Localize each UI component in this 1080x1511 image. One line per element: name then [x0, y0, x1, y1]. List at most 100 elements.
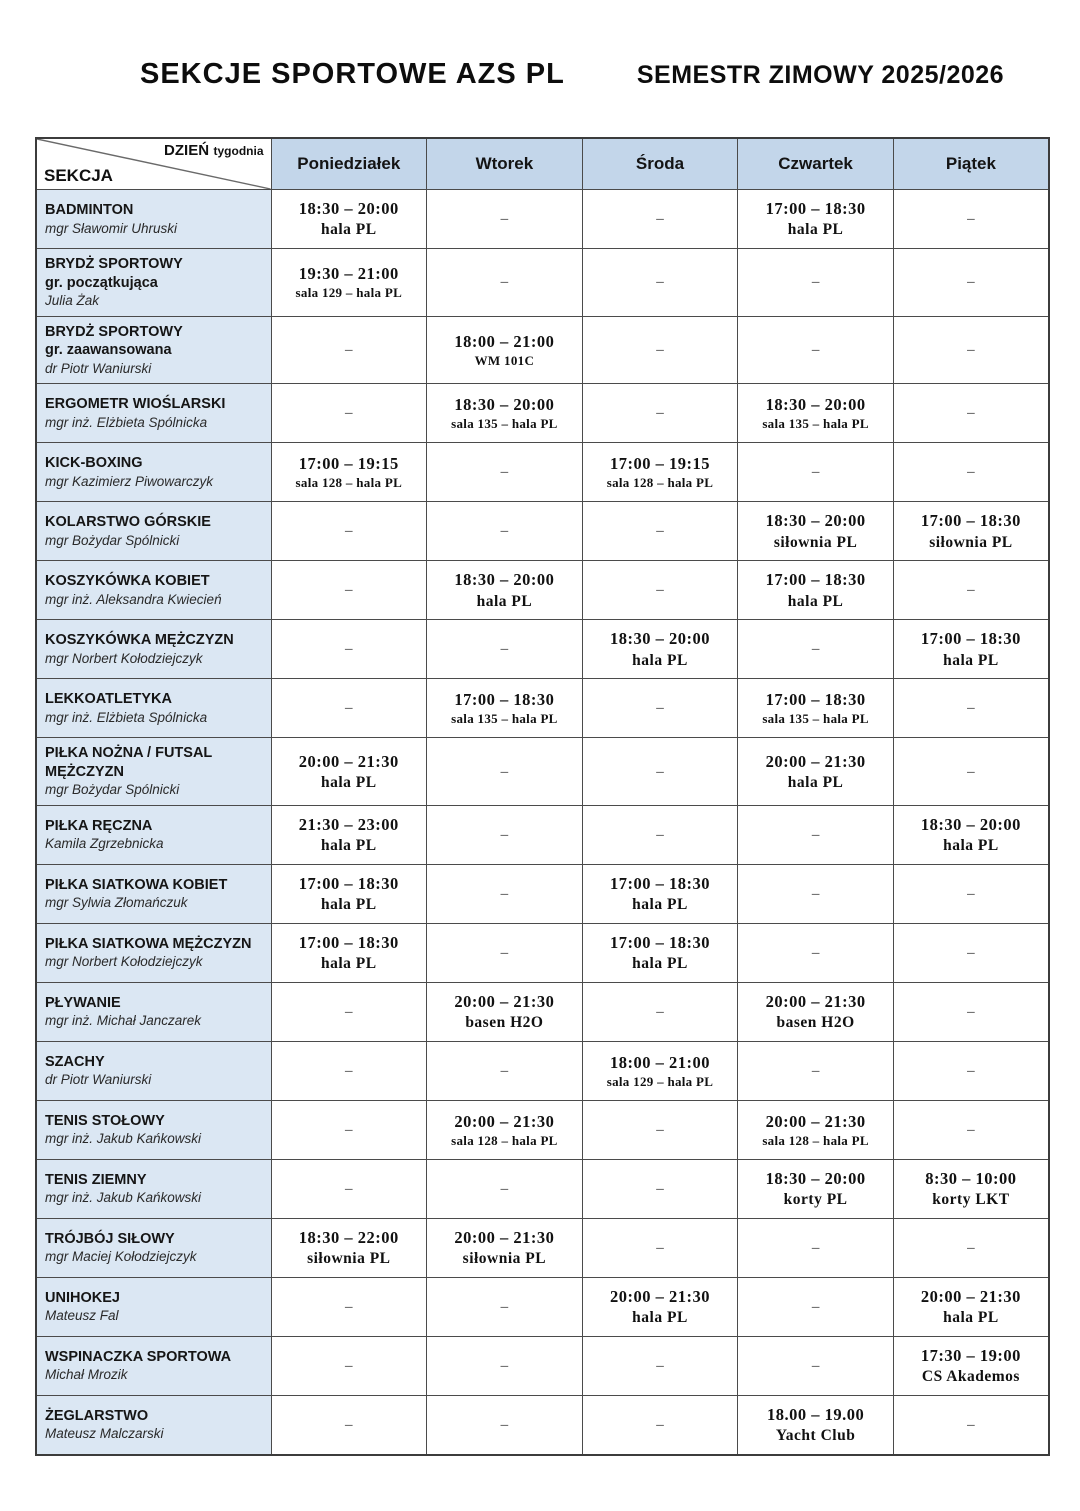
- schedule-cell: –: [581, 1335, 739, 1396]
- schedule-cell: 20:00 – 21:30 hala PL: [581, 1276, 739, 1337]
- section-cell: TENIS STOŁOWY mgr inż. Jakub Kańkowski: [35, 1099, 272, 1160]
- schedule-cell: –: [737, 922, 894, 983]
- empty-slot-dash: –: [345, 641, 353, 658]
- session-time: 17:00 – 18:30: [920, 511, 1021, 531]
- empty-slot-dash: –: [345, 523, 353, 540]
- session-place: Yacht Club: [775, 1427, 856, 1445]
- session-time: 17:00 – 19:15: [298, 454, 399, 474]
- table-row: ŻEGLARSTWO Mateusz Malczarski – – – 18.00 – 1…: [35, 1394, 1050, 1456]
- section-coach: mgr Kazimierz Piwowarczyk: [45, 473, 214, 489]
- schedule-cell: 20:00 – 21:30 hala PL: [737, 737, 894, 806]
- table-row: ERGOMETR WIOŚLARSKI mgr inż. Elżbieta Spó…: [35, 383, 1050, 444]
- section-subtitle: gr. początkująca: [45, 274, 158, 291]
- session-place: sala 128 – hala PL: [606, 475, 714, 491]
- schedule-cell: 17:00 – 18:30 hala PL: [581, 922, 739, 983]
- schedule-cell: –: [581, 981, 739, 1042]
- empty-slot-dash: –: [967, 885, 975, 902]
- empty-slot-dash: –: [811, 464, 820, 481]
- schedule-cell: –: [426, 1040, 583, 1101]
- table-row: KOSZYKÓWKA MĘŻCZYZN mgr Norbert Kołodziej…: [35, 619, 1050, 680]
- schedule-cell: –: [581, 248, 739, 317]
- table-row: UNIHOKEJ Mateusz Fal – – 20:00 – 21:30 hala P…: [35, 1276, 1050, 1337]
- schedule-cell: 21:30 – 23:00 hala PL: [270, 804, 428, 865]
- session-place: siłownia PL: [462, 1250, 547, 1268]
- schedule-cell: –: [892, 863, 1050, 924]
- section-coach: mgr Sławomir Uhruski: [45, 220, 178, 236]
- day-header-5: Piątek: [892, 137, 1050, 190]
- schedule-cell: 20:00 – 21:30 hala PL: [270, 737, 428, 806]
- session-place: siłownia PL: [307, 1250, 391, 1268]
- session-place: hala PL: [632, 651, 688, 669]
- section-cell: KOSZYKÓWKA KOBIET mgr inż. Aleksandra Kwi…: [35, 560, 272, 621]
- schedule-cell: –: [892, 560, 1050, 621]
- section-cell: UNIHOKEJ Mateusz Fal: [35, 1276, 272, 1337]
- schedule-cell: 17:00 – 18:30 hala PL: [581, 863, 739, 924]
- session-place: CS Akademos: [921, 1368, 1020, 1386]
- schedule-cell: –: [737, 1040, 894, 1101]
- session-time: 17:00 – 18:30: [920, 629, 1021, 649]
- schedule-cell: 20:00 – 21:30 sala 128 – hala PL: [426, 1099, 583, 1160]
- session-time: 20:00 – 21:30: [765, 751, 866, 771]
- schedule-cell: 17:00 – 18:30 hala PL: [270, 863, 428, 924]
- section-name: PIŁKA SIATKOWA KOBIET: [45, 876, 228, 893]
- schedule-cell: –: [270, 1158, 428, 1219]
- schedule-cell: –: [892, 1099, 1050, 1160]
- schedule-cell: –: [426, 501, 583, 562]
- schedule-cell: 17:00 – 19:15 sala 128 – hala PL: [270, 442, 428, 503]
- schedule-cell: –: [270, 619, 428, 680]
- schedule-cell: 18:30 – 20:00 hala PL: [270, 189, 428, 249]
- section-coach: mgr inż. Elżbieta Spólnicka: [45, 414, 208, 430]
- empty-slot-dash: –: [967, 1121, 975, 1138]
- schedule-cell: –: [737, 248, 894, 317]
- section-coach: mgr inż. Aleksandra Kwiecień: [45, 591, 222, 607]
- section-cell: PŁYWANIE mgr inż. Michał Janczarek: [35, 981, 272, 1042]
- session-place: sala 135 – hala PL: [762, 416, 869, 432]
- schedule-cell: 18:30 – 20:00 korty PL: [737, 1158, 894, 1219]
- section-cell: PIŁKA RĘCZNA Kamila Zgrzebnicka: [35, 804, 272, 865]
- schedule-cell: –: [892, 737, 1050, 806]
- empty-slot-dash: –: [967, 405, 975, 422]
- schedule-cell: –: [581, 383, 739, 444]
- empty-slot-dash: –: [345, 1180, 353, 1197]
- schedule-cell: –: [426, 1158, 583, 1219]
- empty-slot-dash: –: [967, 341, 975, 358]
- schedule-cell: 17:30 – 19:00 CS Akademos: [892, 1335, 1050, 1396]
- empty-slot-dash: –: [500, 1062, 509, 1079]
- schedule-cell: –: [581, 315, 739, 385]
- section-cell: KOSZYKÓWKA MĘŻCZYZN mgr Norbert Kołodziej…: [35, 619, 272, 680]
- session-time: 18:30 – 20:00: [920, 815, 1021, 835]
- section-cell: ERGOMETR WIOŚLARSKI mgr inż. Elżbieta Spó…: [35, 383, 272, 444]
- section-name: BADMINTON: [45, 201, 134, 218]
- session-time: 17:00 – 18:30: [298, 874, 399, 894]
- schedule-cell: 17:00 – 18:30 siłownia PL: [892, 501, 1050, 562]
- empty-slot-dash: –: [811, 641, 820, 658]
- session-place: sala 129 – hala PL: [295, 285, 403, 301]
- schedule-cell: –: [270, 981, 428, 1042]
- schedule-cell: –: [426, 1394, 583, 1456]
- session-time: 17:00 – 19:15: [609, 454, 710, 474]
- empty-slot-dash: –: [500, 1298, 509, 1315]
- empty-slot-dash: –: [345, 582, 353, 599]
- empty-slot-dash: –: [656, 341, 664, 358]
- diagonal-divider: [37, 139, 271, 189]
- schedule-cell: 18:30 – 20:00 sala 135 – hala PL: [737, 383, 894, 444]
- session-place: hala PL: [320, 837, 377, 855]
- schedule-cell: –: [892, 922, 1050, 983]
- session-place: hala PL: [320, 221, 377, 239]
- schedule-cell: –: [270, 383, 428, 444]
- session-time: 20:00 – 21:30: [454, 1111, 555, 1131]
- schedule-cell: –: [270, 1099, 428, 1160]
- section-name: SZACHY: [45, 1053, 105, 1070]
- schedule-cell: –: [270, 678, 428, 739]
- day-header-1: Poniedziałek: [270, 137, 428, 190]
- section-name: PŁYWANIE: [45, 994, 121, 1011]
- day-header-3: Środa: [581, 137, 739, 190]
- section-coach: dr Piotr Waniurski: [45, 360, 152, 376]
- session-time: 20:00 – 21:30: [765, 992, 866, 1012]
- corner-label-section: SEKCJA: [44, 166, 113, 185]
- schedule-cell: –: [581, 560, 739, 621]
- empty-slot-dash: –: [500, 211, 509, 227]
- session-place: hala PL: [632, 896, 688, 914]
- schedule-cell: –: [892, 383, 1050, 444]
- session-time: 18:30 – 20:00: [454, 395, 555, 415]
